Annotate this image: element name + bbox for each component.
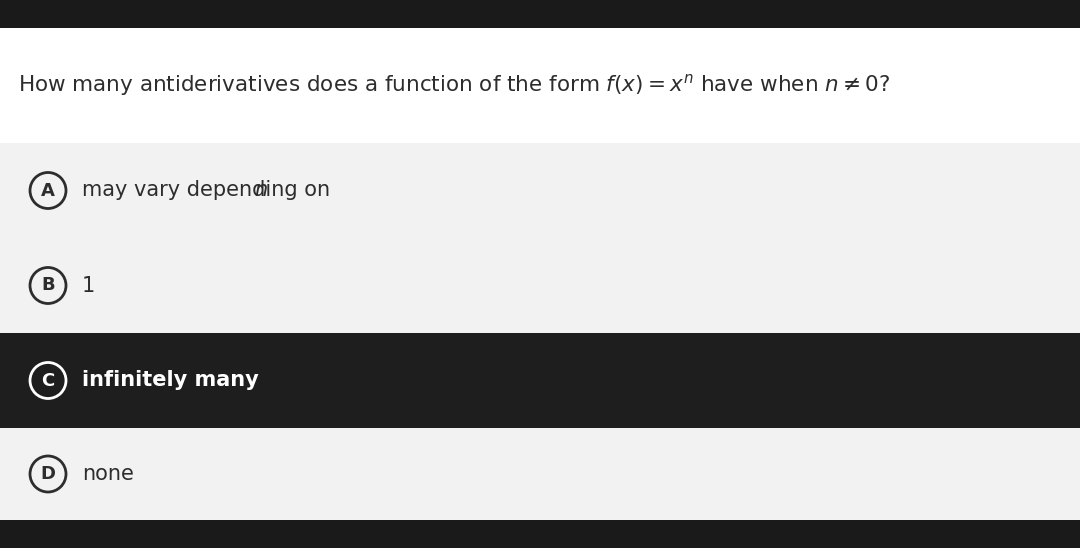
FancyBboxPatch shape [0, 333, 1080, 336]
Text: may vary depending on: may vary depending on [82, 180, 337, 201]
FancyBboxPatch shape [0, 428, 1080, 520]
FancyBboxPatch shape [0, 520, 1080, 548]
Text: infinitely many: infinitely many [82, 370, 259, 391]
FancyBboxPatch shape [0, 238, 1080, 333]
Text: How many antiderivatives does a function of the form $\mathit{f}(x) = x^n$ have : How many antiderivatives does a function… [18, 72, 890, 98]
FancyBboxPatch shape [0, 0, 1080, 28]
FancyBboxPatch shape [0, 333, 1080, 428]
FancyBboxPatch shape [0, 238, 1080, 241]
FancyBboxPatch shape [0, 428, 1080, 431]
Text: D: D [41, 465, 55, 483]
Text: C: C [41, 372, 55, 390]
FancyBboxPatch shape [0, 28, 1080, 143]
Text: none: none [82, 464, 134, 484]
FancyBboxPatch shape [0, 143, 1080, 238]
Text: A: A [41, 181, 55, 199]
Text: 1: 1 [82, 276, 95, 295]
Text: B: B [41, 277, 55, 294]
Text: n: n [254, 180, 267, 201]
